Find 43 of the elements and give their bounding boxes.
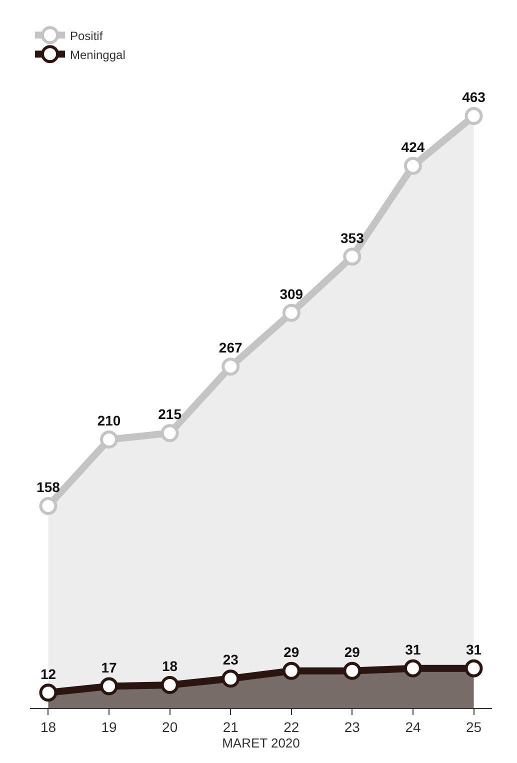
point (222, 670, 240, 688)
point (39, 684, 58, 702)
data-label: 424 (401, 139, 425, 156)
data-label: 309 (280, 286, 304, 302)
data-label: 31 (466, 641, 482, 658)
point (343, 248, 362, 266)
data-label: 267 (218, 340, 243, 356)
x-tick-label: 21 (222, 718, 239, 735)
data-label: 18 (162, 658, 178, 674)
point (343, 662, 362, 680)
point (282, 662, 300, 680)
x-axis-title: MARET 2020 (222, 735, 300, 750)
legend-label: Meninggal (70, 48, 126, 62)
data-label: 463 (462, 89, 486, 106)
x-tick-label: 18 (40, 718, 56, 735)
data-label: 17 (101, 659, 118, 676)
point (160, 676, 179, 694)
x-tick-label: 23 (344, 718, 360, 735)
point (39, 496, 58, 515)
point (464, 659, 483, 678)
x-tick-label: 25 (466, 718, 482, 735)
x-tick-label: 24 (405, 718, 421, 735)
data-label: 353 (340, 230, 364, 246)
point (160, 424, 179, 442)
point (464, 107, 483, 126)
data-label: 210 (97, 412, 121, 429)
data-label: 29 (284, 644, 300, 660)
data-label: 158 (36, 479, 60, 496)
point (222, 358, 240, 376)
x-tick-label: 19 (101, 718, 118, 735)
x-tick-label: 22 (284, 718, 300, 735)
point (100, 677, 118, 696)
data-label: 215 (158, 406, 182, 422)
point (282, 304, 300, 322)
point (404, 659, 422, 678)
legend-label: Positif (70, 28, 104, 43)
point (404, 156, 422, 175)
data-label: 23 (222, 652, 239, 668)
data-label: 12 (40, 666, 56, 682)
point (100, 430, 118, 448)
data-label: 31 (405, 641, 421, 658)
x-tick-label: 20 (162, 718, 178, 735)
data-label: 29 (344, 644, 360, 660)
